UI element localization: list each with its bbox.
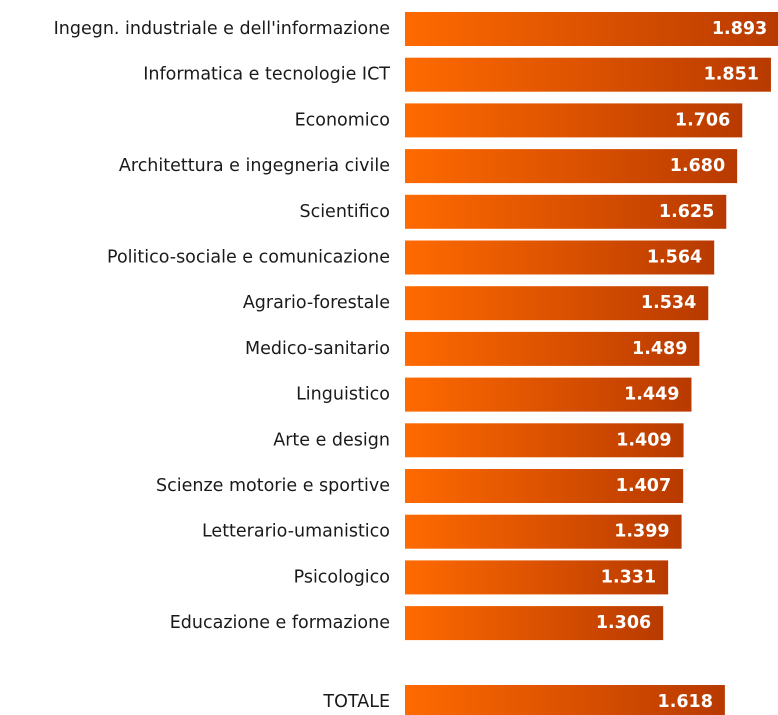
bar-10-bar — [405, 423, 684, 458]
bar-9-category-label: Linguistico — [296, 385, 390, 405]
bar-8-value-label: 1.489 — [632, 339, 687, 359]
bar-4-value-label: 1.680 — [670, 156, 725, 176]
bar-11-value-label: 1.407 — [616, 476, 671, 496]
bar-14-value-label: 1.306 — [596, 613, 651, 633]
bar-12-category-label: Letterario-umanistico — [202, 522, 390, 542]
bars-layer: Ingegn. industriale e dell'informazione 1… — [54, 12, 778, 715]
bar-9-value-label: 1.449 — [624, 385, 679, 405]
bar-1-bar — [405, 12, 778, 46]
bar-6-value-label: 1.564 — [647, 248, 702, 268]
bar-5-bar — [405, 194, 727, 229]
bar-6-category-label: Politico-sociale e comunicazione — [107, 248, 390, 268]
bar-1-value-label: 1.893 — [712, 19, 767, 39]
bar-8-bar — [405, 331, 700, 366]
bar-5-value-label: 1.625 — [659, 202, 714, 222]
bar-4-bar — [405, 149, 738, 184]
bar-3-value-label: 1.706 — [675, 110, 730, 130]
total-category-label: TOTALE — [322, 692, 390, 712]
bar-1-category-label: Ingegn. industriale e dell'informazione — [54, 19, 390, 39]
bar-2-bar — [405, 57, 771, 92]
bar-12-value-label: 1.399 — [614, 522, 669, 542]
bar-11-bar — [405, 469, 684, 503]
bar-4-category-label: Architettura e ingegneria civile — [119, 156, 390, 176]
bar-7-bar — [405, 286, 709, 321]
bar-3-category-label: Economico — [295, 110, 390, 130]
bar-6-bar — [405, 240, 715, 275]
bar-8-category-label: Medico-sanitario — [245, 339, 390, 359]
bar-10-value-label: 1.409 — [616, 430, 671, 450]
bar-5-category-label: Scientifico — [299, 202, 390, 222]
bar-12-bar — [405, 514, 682, 549]
bar-3-bar — [405, 103, 743, 138]
bar-14-category-label: Educazione e formazione — [170, 613, 390, 633]
bar-7-category-label: Agrario-forestale — [243, 293, 390, 313]
bar-7-value-label: 1.534 — [641, 293, 696, 313]
bar-9-bar — [405, 377, 692, 412]
bar-2-value-label: 1.851 — [704, 65, 759, 85]
bar-13-category-label: Psicologico — [294, 567, 390, 587]
total-value-label: 1.618 — [658, 692, 713, 712]
bar-2-category-label: Informatica e tecnologie ICT — [143, 65, 390, 85]
bar-14-bar — [405, 606, 664, 641]
bar-11-category-label: Scienze motorie e sportive — [156, 476, 390, 496]
total-bar — [405, 685, 725, 715]
bar-13-bar — [405, 560, 669, 595]
bar-13-value-label: 1.331 — [601, 567, 656, 587]
bar-10-category-label: Arte e design — [273, 430, 390, 450]
